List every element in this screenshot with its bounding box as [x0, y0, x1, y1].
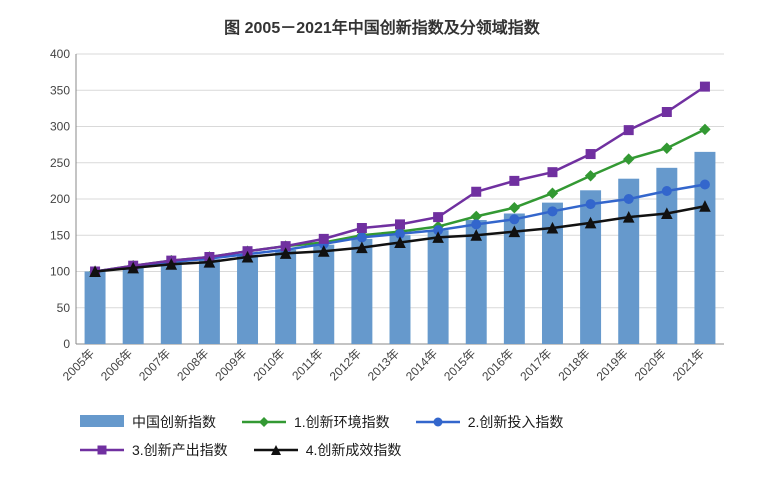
bar — [161, 263, 182, 344]
legend-label: 4.创新成效指数 — [306, 440, 402, 460]
y-tick-label: 0 — [63, 337, 70, 351]
legend-swatch — [80, 443, 124, 457]
legend-item: 3.创新产出指数 — [80, 440, 228, 460]
y-tick-label: 250 — [50, 156, 70, 170]
y-tick-label: 100 — [50, 265, 70, 279]
legend-item: 中国创新指数 — [80, 412, 216, 432]
bar — [199, 259, 220, 344]
bar — [313, 245, 334, 344]
legend-item: 4.创新成效指数 — [254, 440, 402, 460]
legend: 中国创新指数 1.创新环境指数 2.创新投入指数 3.创新产出指数 4.创新成效指数 — [30, 406, 734, 460]
legend-swatch — [254, 443, 298, 457]
chart-title: 图 2005－2021年中国创新指数及分领域指数 — [30, 14, 734, 38]
legend-label: 3.创新产出指数 — [132, 440, 228, 460]
y-tick-label: 400 — [50, 47, 70, 61]
bar — [428, 230, 449, 344]
legend-swatch — [80, 414, 124, 430]
y-tick-label: 50 — [57, 301, 71, 315]
y-tick-label: 150 — [50, 228, 70, 242]
bar — [237, 255, 258, 344]
bar — [580, 190, 601, 344]
legend-label: 2.创新投入指数 — [468, 412, 564, 432]
bar — [275, 250, 296, 344]
legend-label: 中国创新指数 — [132, 412, 216, 432]
y-tick-label: 300 — [50, 120, 70, 134]
plot-area: 0501001502002503003504002005年2006年2007年2… — [30, 46, 734, 406]
legend-item: 1.创新环境指数 — [242, 412, 390, 432]
bar — [351, 239, 372, 344]
legend-swatch — [416, 415, 460, 429]
chart-svg: 0501001502002503003504002005年2006年2007年2… — [30, 46, 734, 406]
chart-container: 图 2005－2021年中国创新指数及分领域指数 0 50 100 150 200 250… — [0, 0, 764, 504]
bar — [390, 235, 411, 344]
legend-swatch — [242, 415, 286, 429]
bar — [123, 267, 144, 344]
y-tick-label: 350 — [50, 83, 70, 97]
legend-label: 1.创新环境指数 — [294, 412, 390, 432]
bar — [85, 272, 106, 345]
y-tick-label: 200 — [50, 192, 70, 206]
legend-item: 2.创新投入指数 — [416, 412, 564, 432]
